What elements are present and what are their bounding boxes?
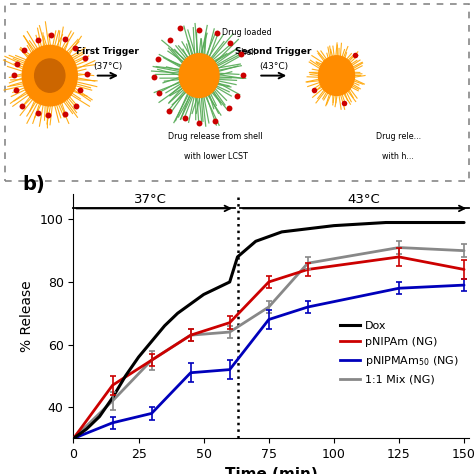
Circle shape (179, 54, 219, 98)
Point (237, 50, 245, 58)
Point (34, 109, 42, 117)
Point (20, 47, 27, 55)
Text: with h...: with h... (382, 153, 414, 162)
Point (83, 70, 91, 77)
Point (165, 107, 173, 115)
Point (155, 89, 163, 96)
Circle shape (35, 59, 65, 92)
Text: (43°C): (43°C) (259, 63, 288, 72)
Point (71, 44, 79, 52)
Point (10, 72, 18, 79)
Point (166, 36, 174, 44)
Point (340, 99, 348, 107)
Point (310, 86, 318, 94)
Point (61, 109, 69, 117)
Text: 37°C: 37°C (134, 193, 167, 206)
Text: Drug release from shell: Drug release from shell (168, 132, 263, 141)
Text: with lower LCST: with lower LCST (184, 153, 247, 162)
Point (239, 71, 246, 79)
Legend: Dox, pNIPAm (NG), pNIPMAm$_{50}$ (NG), 1:1 Mix (NG): Dox, pNIPAm (NG), pNIPMAm$_{50}$ (NG), 1… (335, 316, 464, 389)
Point (195, 27, 202, 34)
Point (35, 36, 42, 44)
Point (155, 55, 162, 63)
Circle shape (22, 46, 77, 106)
Text: shell: shell (237, 48, 256, 57)
Point (44, 111, 52, 118)
Text: Second Trigger: Second Trigger (235, 47, 312, 56)
Text: Drug rele...: Drug rele... (375, 132, 421, 141)
Point (47, 31, 55, 38)
Point (225, 104, 233, 112)
Point (181, 115, 189, 122)
Text: 43°C: 43°C (347, 193, 380, 206)
Text: Drug loaded: Drug loaded (222, 28, 271, 37)
X-axis label: Time (min): Time (min) (225, 467, 318, 474)
Point (76, 87, 84, 94)
Circle shape (319, 56, 355, 95)
Point (18, 102, 26, 110)
Point (214, 29, 221, 36)
Point (12, 86, 19, 94)
Bar (5, 4, 469, 181)
Point (211, 118, 219, 125)
Point (61, 35, 69, 42)
Point (196, 119, 203, 127)
Point (14, 60, 21, 67)
Point (150, 73, 157, 81)
Text: b): b) (22, 175, 45, 194)
Point (72, 102, 80, 109)
Point (233, 92, 240, 100)
Point (176, 25, 183, 32)
Point (351, 52, 359, 59)
Y-axis label: % Release: % Release (20, 281, 34, 352)
Text: First Trigger: First Trigger (76, 47, 139, 56)
Point (226, 39, 234, 46)
Point (81, 54, 89, 62)
Text: (37°C): (37°C) (93, 63, 122, 72)
